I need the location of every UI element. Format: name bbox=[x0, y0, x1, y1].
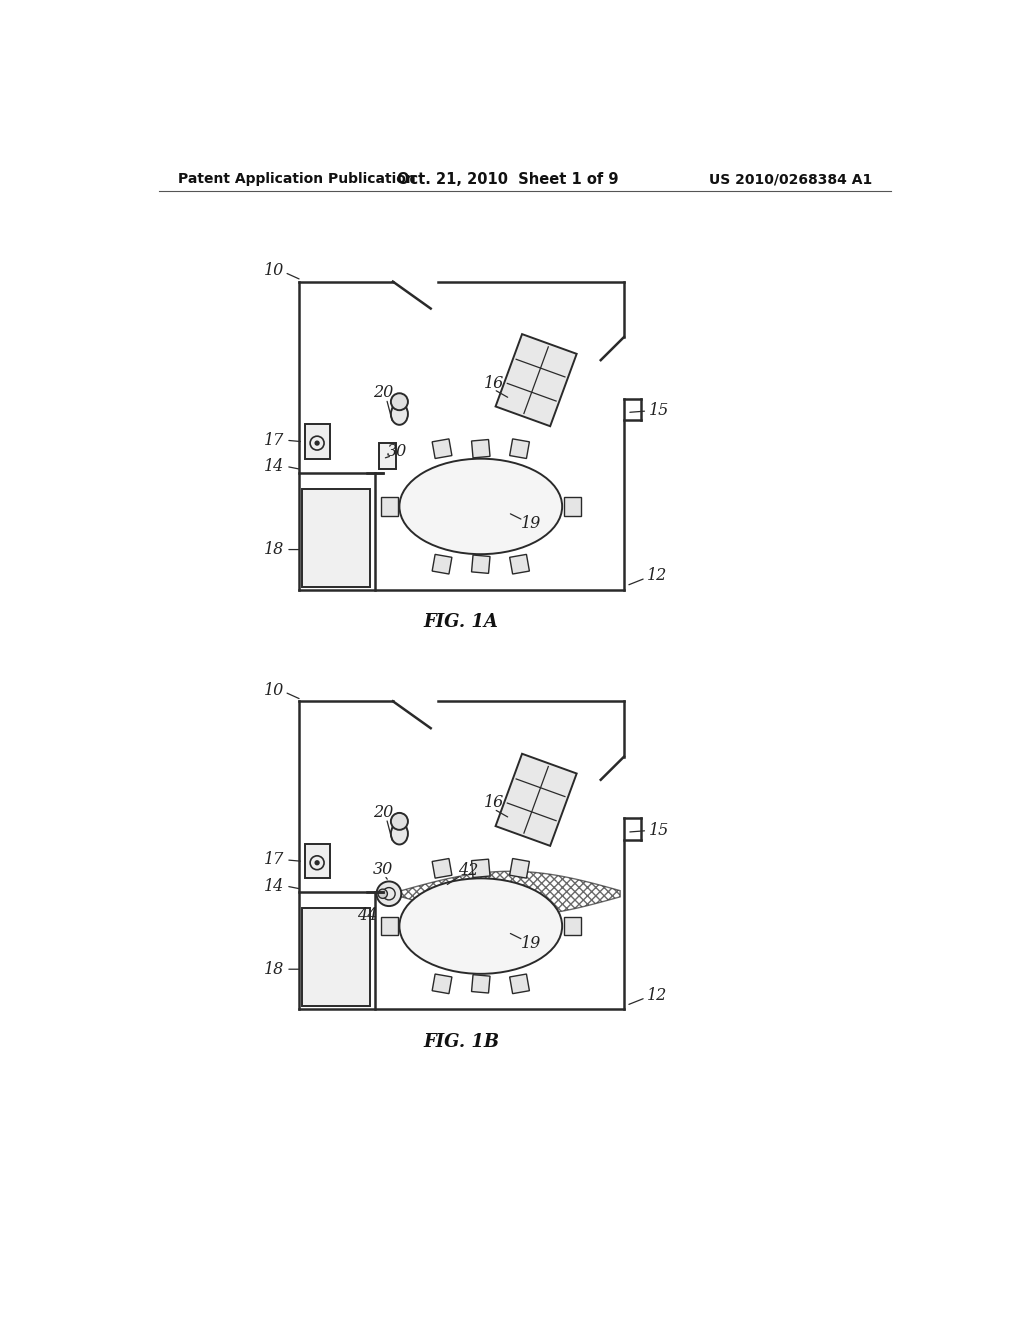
Text: 15: 15 bbox=[649, 403, 669, 420]
Circle shape bbox=[377, 882, 401, 906]
Circle shape bbox=[315, 861, 319, 865]
Text: 18: 18 bbox=[263, 541, 284, 558]
Bar bbox=[510, 858, 529, 878]
Text: 12: 12 bbox=[646, 568, 667, 585]
Bar bbox=[496, 334, 577, 426]
Text: FIG. 1B: FIG. 1B bbox=[423, 1032, 500, 1051]
Text: 44: 44 bbox=[357, 907, 378, 924]
Circle shape bbox=[391, 393, 408, 411]
Bar bbox=[510, 554, 529, 574]
Bar bbox=[432, 438, 452, 458]
Text: 19: 19 bbox=[521, 935, 542, 952]
Text: 10: 10 bbox=[263, 263, 284, 280]
Text: 12: 12 bbox=[646, 987, 667, 1005]
Bar bbox=[432, 858, 452, 878]
Bar bbox=[302, 908, 371, 1006]
Bar bbox=[563, 917, 581, 936]
Bar bbox=[302, 488, 371, 586]
Bar bbox=[381, 498, 398, 516]
Bar bbox=[496, 754, 577, 846]
Text: 16: 16 bbox=[483, 795, 504, 812]
Text: 16: 16 bbox=[483, 375, 504, 392]
Ellipse shape bbox=[399, 878, 562, 974]
Text: 14: 14 bbox=[263, 458, 284, 475]
Bar bbox=[381, 917, 398, 936]
Text: US 2010/0268384 A1: US 2010/0268384 A1 bbox=[709, 172, 872, 186]
Bar bbox=[471, 859, 490, 878]
Text: 15: 15 bbox=[649, 822, 669, 840]
Text: 19: 19 bbox=[521, 515, 542, 532]
Circle shape bbox=[378, 890, 387, 899]
Text: 30: 30 bbox=[373, 861, 393, 878]
Bar bbox=[563, 498, 581, 516]
Ellipse shape bbox=[391, 404, 408, 425]
Bar bbox=[510, 438, 529, 458]
Text: FIG. 1A: FIG. 1A bbox=[424, 612, 499, 631]
Ellipse shape bbox=[399, 459, 562, 554]
Bar bbox=[379, 444, 396, 469]
Text: 17: 17 bbox=[263, 851, 284, 869]
Text: 20: 20 bbox=[373, 804, 393, 821]
Text: 18: 18 bbox=[263, 961, 284, 978]
Text: 42: 42 bbox=[458, 862, 478, 879]
Text: 30: 30 bbox=[387, 442, 407, 459]
Text: 14: 14 bbox=[263, 878, 284, 895]
Bar bbox=[305, 424, 330, 459]
Bar bbox=[510, 974, 529, 994]
Bar bbox=[432, 974, 452, 994]
Ellipse shape bbox=[391, 822, 408, 845]
Text: 10: 10 bbox=[263, 682, 284, 700]
Bar bbox=[471, 554, 490, 573]
Text: 17: 17 bbox=[263, 432, 284, 449]
Text: Patent Application Publication: Patent Application Publication bbox=[178, 172, 416, 186]
Bar bbox=[471, 974, 490, 993]
Bar bbox=[305, 843, 330, 878]
Bar bbox=[471, 440, 490, 458]
Text: 20: 20 bbox=[373, 384, 393, 401]
Circle shape bbox=[315, 441, 319, 445]
Bar bbox=[432, 554, 452, 574]
Text: Oct. 21, 2010  Sheet 1 of 9: Oct. 21, 2010 Sheet 1 of 9 bbox=[397, 172, 618, 186]
Circle shape bbox=[391, 813, 408, 830]
